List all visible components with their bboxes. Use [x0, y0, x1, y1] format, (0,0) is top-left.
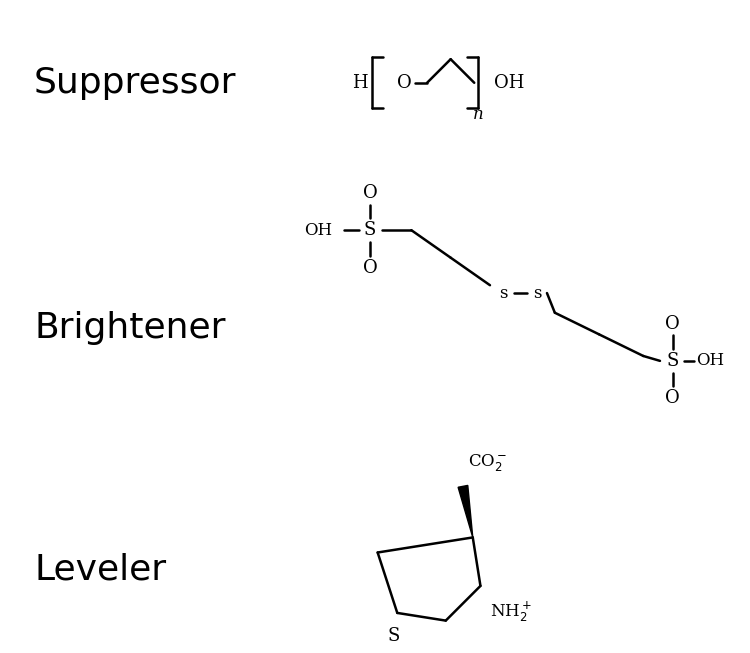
Text: Suppressor: Suppressor: [34, 66, 236, 100]
Text: CO$_2^-$: CO$_2^-$: [468, 452, 507, 473]
Text: O: O: [363, 184, 377, 202]
Text: O: O: [397, 74, 412, 92]
Text: H: H: [352, 74, 368, 92]
Text: OH: OH: [696, 353, 724, 370]
Text: O: O: [665, 389, 680, 407]
Text: S: S: [387, 627, 400, 645]
Text: OH: OH: [304, 221, 333, 239]
Text: n: n: [472, 106, 484, 123]
Text: O: O: [363, 259, 377, 276]
Text: S: S: [364, 221, 376, 239]
Text: s: s: [533, 285, 542, 302]
Text: Brightener: Brightener: [34, 311, 226, 345]
Text: NH$_2^+$: NH$_2^+$: [490, 599, 532, 624]
Polygon shape: [458, 485, 472, 537]
Text: O: O: [665, 315, 680, 332]
Text: Leveler: Leveler: [34, 552, 166, 586]
Text: OH: OH: [494, 74, 524, 92]
Text: s: s: [500, 285, 508, 302]
Text: S: S: [667, 352, 679, 370]
